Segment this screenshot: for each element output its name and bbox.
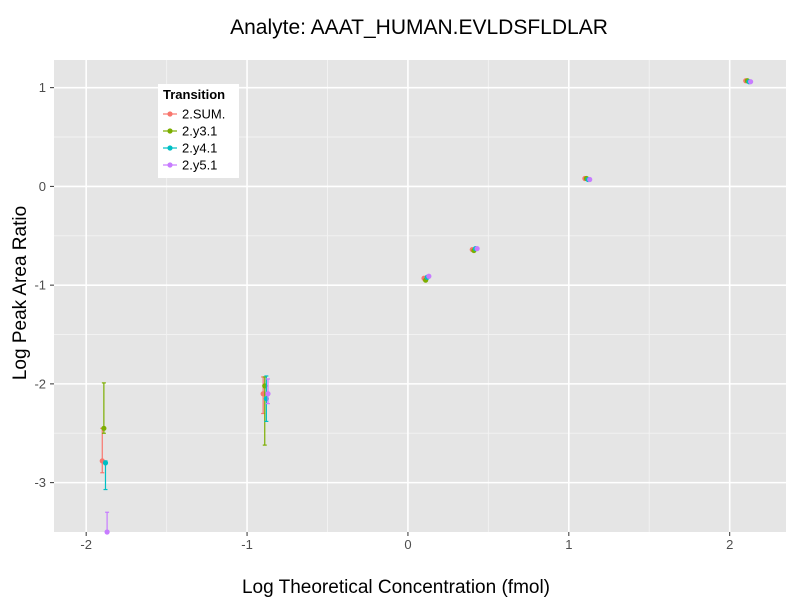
legend-label: 2.y3.1 — [182, 124, 217, 139]
legend-key-point — [167, 145, 173, 151]
data-point — [104, 529, 110, 535]
y-tick-label: -2 — [34, 376, 46, 391]
legend-label: 2.y4.1 — [182, 141, 217, 156]
data-point — [101, 425, 107, 431]
x-tick-label: 1 — [565, 537, 572, 552]
y-axis: -3 -2 -1 0 1 — [34, 80, 54, 490]
legend: Transition 2.SUM. 2.y3.1 2.y4.1 2.y5.1 — [158, 84, 239, 178]
data-point — [587, 176, 593, 183]
x-tick-label: 0 — [404, 537, 411, 552]
data-point — [748, 79, 754, 85]
data-point — [426, 273, 432, 279]
chart-title: Analyte: AAAT_HUMAN.EVLDSFLDLAR — [230, 16, 608, 39]
y-tick-label: -1 — [34, 278, 46, 293]
data-point — [474, 246, 480, 252]
x-axis-title: Log Theoretical Concentration (fmol) — [242, 577, 550, 598]
legend-key-point — [167, 162, 173, 168]
x-tick-label: -2 — [80, 537, 92, 552]
y-tick-label: 1 — [39, 80, 46, 95]
y-axis-title: Log Peak Area Ratio — [10, 206, 31, 380]
data-point — [102, 460, 109, 466]
x-tick-label: -1 — [241, 537, 253, 552]
legend-key-point — [167, 128, 173, 134]
legend-key-point — [167, 111, 173, 117]
data-marks — [99, 78, 754, 535]
legend-label: 2.SUM. — [182, 107, 225, 122]
legend-items: 2.SUM. 2.y3.1 2.y4.1 2.y5.1 — [163, 107, 225, 173]
y-tick-label: -3 — [34, 475, 46, 490]
x-axis: -2 -1 0 1 2 — [80, 532, 733, 552]
y-tick-label: 0 — [39, 179, 46, 194]
x-tick-label: 2 — [726, 537, 733, 552]
legend-label: 2.y5.1 — [182, 158, 217, 173]
legend-title: Transition — [163, 87, 225, 102]
data-point — [265, 391, 271, 397]
